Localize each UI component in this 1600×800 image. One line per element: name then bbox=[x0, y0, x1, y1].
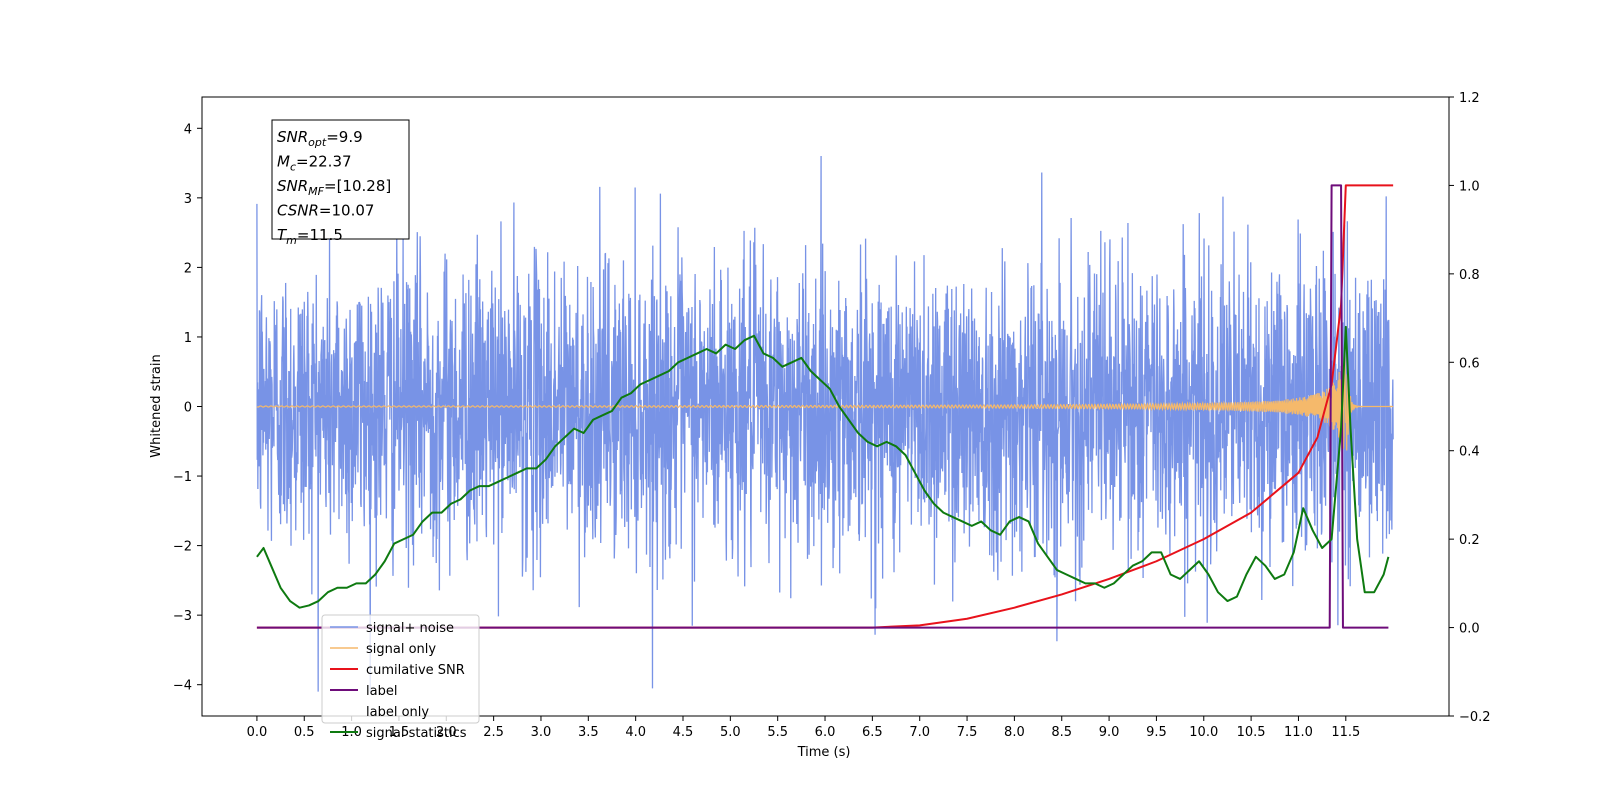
legend-label-signal-noise: signal+ noise bbox=[366, 621, 454, 636]
x-tick-label: 1.5 bbox=[389, 725, 410, 740]
y-tick-label: 1 bbox=[184, 331, 192, 346]
legend-label-label-only: label only bbox=[366, 705, 429, 720]
x-tick-label: 0.5 bbox=[294, 725, 315, 740]
x-tick-label: 3.5 bbox=[578, 725, 599, 740]
annotation-value: =22.37 bbox=[296, 153, 352, 171]
x-tick-label: 7.0 bbox=[909, 725, 930, 740]
annotation-line: Mc=22.37 bbox=[277, 153, 352, 174]
series-line-label bbox=[256, 184, 1389, 629]
y-axis-right: 1.2 1.0 0.8 0.6 0.4 0.2 0.0 −0.2 bbox=[1449, 91, 1491, 725]
x-tick-label: 4.5 bbox=[673, 725, 694, 740]
x-tick-label: 9.0 bbox=[1099, 725, 1120, 740]
legend-frame bbox=[321, 614, 480, 724]
y2-tick-label: 1.2 bbox=[1459, 91, 1480, 106]
y-tick-label: 3 bbox=[184, 192, 192, 207]
x-tick-label: 11.0 bbox=[1284, 725, 1313, 740]
x-tick-label: 6.5 bbox=[862, 725, 883, 740]
x-tick-label: 8.5 bbox=[1051, 725, 1072, 740]
x-tick-label: 6.0 bbox=[815, 725, 836, 740]
y-axis-left: 4 3 2 1 0 −1 −2 −3 −4 bbox=[173, 122, 202, 694]
x-tick-label: 8.0 bbox=[1004, 725, 1025, 740]
annotation-subscript: c bbox=[290, 161, 296, 174]
y-tick-label: −3 bbox=[173, 609, 192, 624]
x-tick-label: 9.5 bbox=[1146, 725, 1167, 740]
series-line-signal-noise bbox=[256, 156, 1394, 692]
annotation-subscript: m bbox=[286, 234, 297, 247]
annotation-symbol: CSNR bbox=[277, 202, 319, 220]
annotation-symbol: SNR bbox=[277, 128, 308, 146]
x-tick-label: 7.5 bbox=[957, 725, 978, 740]
legend-label-signal-only: signal only bbox=[366, 642, 436, 657]
annotation-symbol: SNR bbox=[277, 177, 308, 195]
annotation-symbol: T bbox=[277, 226, 288, 244]
annotation-line: SNRopt=9.9 bbox=[277, 128, 363, 149]
x-tick-label: 11.5 bbox=[1331, 725, 1360, 740]
annotation-value: =11.5 bbox=[297, 226, 343, 244]
y2-tick-label: 0.6 bbox=[1459, 356, 1480, 371]
x-axis: 0.0 0.5 1.0 1.5 2.0 2.5 3.0 3.5 4.0 4.5 5.0 5.5 6.0 6… bbox=[247, 716, 1360, 740]
series-line-signal-only bbox=[256, 349, 1394, 451]
y2-tick-label: −0.2 bbox=[1459, 710, 1491, 725]
annotation-lines: SNRopt=9.9Mc=22.37SNRMF=[10.28]CSNR=10.0… bbox=[277, 128, 391, 247]
x-tick-label: 5.0 bbox=[720, 725, 741, 740]
legend-label-label: label bbox=[366, 684, 397, 699]
annotation-subscript: MF bbox=[308, 185, 324, 198]
annotation-subscript: opt bbox=[308, 136, 327, 149]
x-tick-label: 10.5 bbox=[1237, 725, 1266, 740]
legend-label-cumilative-snr: cumilative SNR bbox=[366, 663, 465, 678]
annotation-value: =[10.28] bbox=[324, 177, 391, 195]
x-tick-label: 10.0 bbox=[1189, 725, 1218, 740]
legend-items: signal+ noise signal only cumilative SNR la… bbox=[330, 621, 467, 741]
annotation-value: =9.9 bbox=[326, 128, 362, 146]
annotation-line: Tm=11.5 bbox=[277, 226, 343, 247]
annotation-line: CSNR=10.07 bbox=[277, 202, 374, 220]
y-tick-label: 4 bbox=[184, 122, 192, 137]
y-tick-label: 0 bbox=[184, 401, 192, 416]
y2-tick-label: 1.0 bbox=[1459, 179, 1480, 194]
x-tick-label: 5.5 bbox=[767, 725, 788, 740]
x-tick-label: 4.0 bbox=[625, 725, 646, 740]
y2-tick-label: 0.2 bbox=[1459, 533, 1480, 548]
x-tick-label: 0.0 bbox=[247, 725, 268, 740]
annotation-value: =10.07 bbox=[319, 202, 375, 220]
series-layer bbox=[256, 156, 1394, 692]
series-line-cumilative-snr bbox=[256, 184, 1394, 629]
series-line-signal-statistics bbox=[256, 325, 1390, 609]
y2-tick-label: 0.8 bbox=[1459, 268, 1480, 283]
y2-tick-label: 0.0 bbox=[1459, 622, 1480, 637]
annotation-box: SNRopt=9.9Mc=22.37SNRMF=[10.28]CSNR=10.0… bbox=[271, 119, 410, 247]
y2-tick-label: 0.4 bbox=[1459, 445, 1480, 460]
y-tick-label: 2 bbox=[184, 261, 192, 276]
legend-label-signal-statistics: signal statistics bbox=[366, 726, 467, 741]
y-tick-label: −2 bbox=[173, 540, 192, 555]
x-tick-label: 2.5 bbox=[483, 725, 504, 740]
x-tick-label: 3.0 bbox=[531, 725, 552, 740]
y-tick-label: −1 bbox=[173, 470, 192, 485]
x-tick-label: 2.0 bbox=[436, 725, 457, 740]
annotation-symbol: M bbox=[277, 153, 290, 171]
annotation-box-frame bbox=[271, 119, 410, 240]
x-axis-label: Time (s) bbox=[797, 745, 851, 760]
annotation-line: SNRMF=[10.28] bbox=[277, 177, 391, 198]
legend: signal+ noise signal only cumilative SNR la… bbox=[321, 614, 480, 741]
y-axis-label: Whitened strain bbox=[149, 354, 164, 457]
y-tick-label: −4 bbox=[173, 679, 192, 694]
